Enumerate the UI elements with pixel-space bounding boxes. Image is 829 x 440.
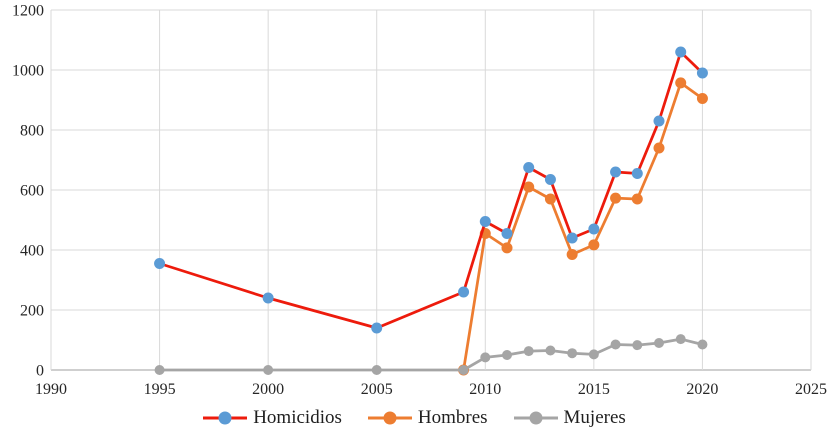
legend-item-homicidios: Homicidios: [203, 407, 342, 429]
point-hombres: [523, 181, 535, 193]
y-tick-label-600: 600: [20, 183, 44, 200]
point-mujeres: [263, 365, 274, 375]
point-mujeres: [458, 365, 469, 375]
point-hombres: [675, 77, 687, 89]
x-tick-label-2015: 2015: [578, 381, 610, 398]
legend-marker-homicidios-icon: [203, 411, 248, 425]
point-hombres: [566, 249, 578, 260]
y-tick-label-200: 200: [20, 303, 44, 320]
x-tick-label-2020: 2020: [686, 381, 718, 398]
point-homicidios: [262, 292, 274, 304]
point-homicidios: [588, 223, 600, 235]
legend-item-mujeres: Mujeres: [513, 407, 626, 429]
point-homicidios: [631, 168, 643, 179]
point-mujeres: [480, 352, 491, 363]
point-mujeres: [154, 365, 165, 375]
point-hombres: [501, 242, 513, 254]
legend-label-homicidios: Homicidios: [253, 407, 342, 428]
point-mujeres: [545, 345, 556, 356]
point-hombres: [631, 193, 643, 205]
point-homicidios: [675, 46, 687, 58]
y-tick-label-800: 800: [20, 123, 44, 140]
legend-label-mujeres: Mujeres: [563, 407, 626, 428]
point-hombres: [588, 239, 600, 251]
point-homicidios: [523, 162, 535, 173]
point-homicidios: [696, 67, 708, 79]
point-hombres: [653, 142, 665, 154]
x-tick-label-2025: 2025: [795, 381, 827, 398]
legend-item-hombres: Hombres: [367, 407, 488, 429]
series-line-mujeres: [158, 337, 704, 372]
x-tick-label-2005: 2005: [361, 381, 393, 398]
y-tick-label-1000: 1000: [12, 63, 44, 80]
point-hombres: [544, 193, 556, 205]
legend-marker-mujeres-icon: [513, 411, 558, 425]
x-tick-label-2000: 2000: [252, 381, 284, 398]
line-chart-svg: 0 200 400 600 800 1000 1200 1990 1995 2000 2005 201…: [12, 3, 827, 399]
point-mujeres: [523, 346, 534, 357]
point-mujeres: [632, 340, 643, 351]
point-mujeres: [502, 350, 512, 360]
x-tick-label-1995: 1995: [144, 381, 176, 398]
point-mujeres: [371, 365, 382, 375]
y-tick-label-0: 0: [36, 363, 44, 380]
point-homicidios: [544, 174, 556, 185]
series-line-hombres: [462, 81, 704, 372]
point-hombres: [610, 192, 622, 204]
point-homicidios: [371, 322, 383, 334]
point-homicidios: [479, 216, 491, 227]
point-mujeres: [697, 339, 708, 350]
chart-legend: Homicidios Hombres Mujeres: [0, 398, 829, 438]
point-mujeres: [610, 339, 621, 350]
legend-marker-hombres-icon: [367, 411, 412, 425]
point-homicidios: [501, 228, 513, 239]
y-tick-label-400: 400: [20, 243, 44, 260]
point-homicidios: [653, 115, 665, 127]
point-mujeres: [654, 338, 664, 348]
x-tick-label-2010: 2010: [469, 381, 501, 398]
point-hombres: [696, 93, 708, 104]
point-mujeres: [675, 334, 686, 345]
point-mujeres: [567, 348, 578, 359]
x-tick-label-1990: 1990: [35, 381, 67, 398]
point-homicidios: [458, 286, 470, 298]
legend-label-hombres: Hombres: [417, 407, 488, 428]
point-homicidios: [154, 258, 166, 269]
point-mujeres: [588, 349, 599, 360]
point-homicidios: [566, 232, 578, 244]
point-homicidios: [610, 166, 622, 178]
y-tick-label-1200: 1200: [12, 3, 44, 20]
